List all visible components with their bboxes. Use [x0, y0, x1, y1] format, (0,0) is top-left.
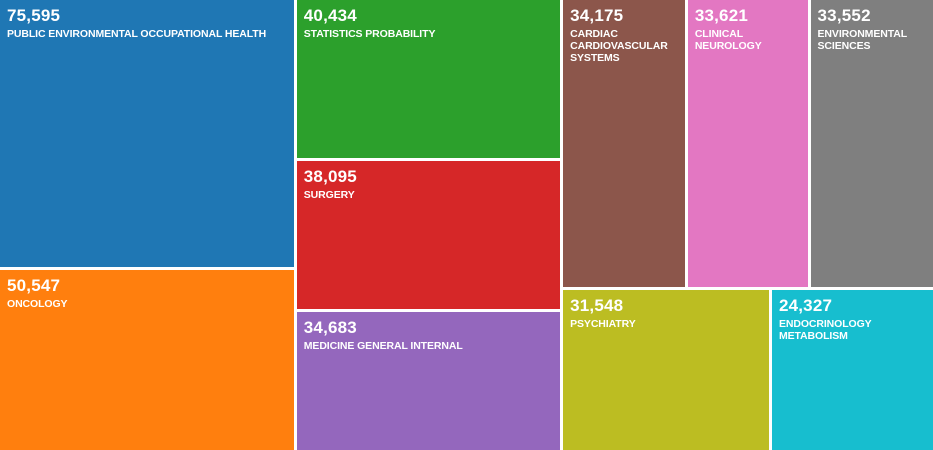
treemap-tile-psychiatry: 31,548 PSYCHIATRY — [563, 290, 769, 450]
treemap-tile-clinical-neurology: 33,621 CLINICAL NEUROLOGY — [687, 0, 808, 288]
treemap-tile-public-environmental-occupational-health: 75,595 PUBLIC ENVIRONMENTAL OCCUPATIONAL … — [0, 0, 294, 267]
tile-value: 50,547 — [7, 275, 61, 295]
tile-value: 33,621 — [694, 6, 749, 25]
treemap-tile-oncology: 50,547 ONCOLOGY — [0, 269, 294, 450]
tile-value: 40,434 — [303, 6, 357, 25]
tile-value: 31,548 — [570, 296, 624, 316]
tile-value: 34,175 — [570, 6, 624, 25]
tile-label: CARDIAC CARDIOVASCULAR SYSTEMS — [570, 28, 668, 64]
treemap-tile-environmental-sciences: 33,552 ENVIRONMENTAL SCIENCES — [810, 0, 933, 288]
tile-label: STATISTICS PROBABILITY — [303, 28, 436, 40]
tile-label: SURGERY — [303, 188, 355, 201]
treemap-tile-statistics-probability: 40,434 STATISTICS PROBABILITY — [296, 0, 561, 158]
tile-value: 34,683 — [303, 318, 357, 338]
treemap-tile-cardiac-cardiovascular-systems: 34,175 CARDIAC CARDIOVASCULAR SYSTEMS — [563, 0, 685, 288]
tile-label: CLINICAL NEUROLOGY — [694, 28, 762, 52]
treemap-tile-endocrinology-metabolism: 24,327 ENDOCRINOLOGY METABOLISM — [771, 290, 933, 450]
tile-label: PSYCHIATRY — [570, 318, 636, 331]
tile-label: ENDOCRINOLOGY METABOLISM — [778, 318, 872, 343]
tile-label: PUBLIC ENVIRONMENTAL OCCUPATIONAL HEALTH — [7, 28, 267, 40]
tile-value: 38,095 — [303, 166, 357, 186]
tile-value: 24,327 — [778, 296, 833, 316]
tile-label: ENVIRONMENTAL SCIENCES — [817, 28, 907, 52]
treemap-tile-medicine-general-internal: 34,683 MEDICINE GENERAL INTERNAL — [296, 312, 561, 450]
tile-label: ONCOLOGY — [7, 297, 68, 310]
tile-value: 75,595 — [7, 6, 61, 25]
tile-label: MEDICINE GENERAL INTERNAL — [303, 340, 463, 353]
tile-value: 33,552 — [817, 6, 871, 25]
treemap-tile-surgery: 38,095 SURGERY — [296, 160, 561, 310]
